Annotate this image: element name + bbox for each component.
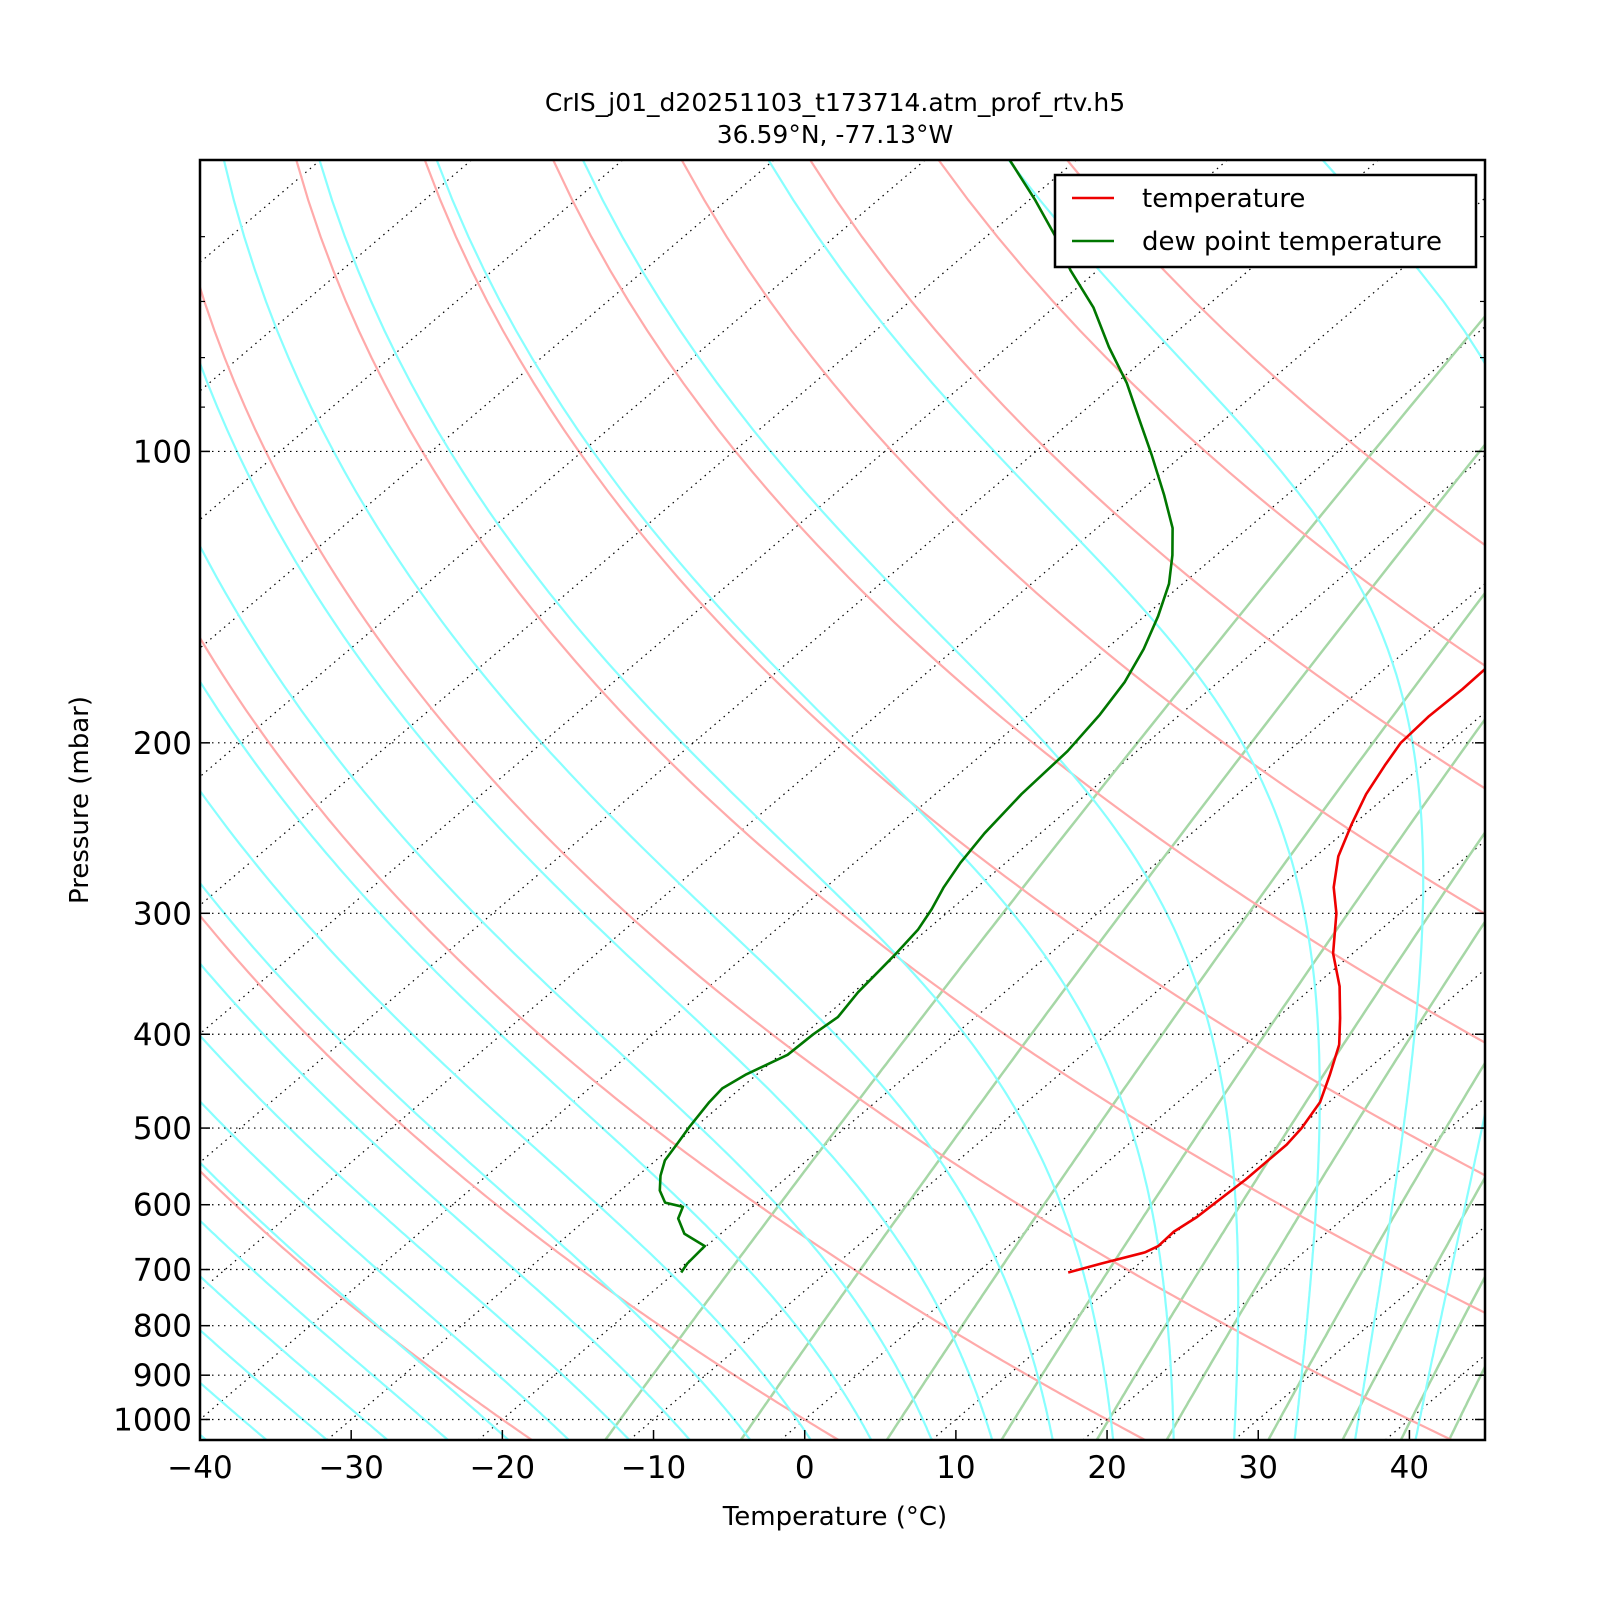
mixing-ratio-line	[1165, 919, 1485, 1440]
moist-adiabat	[200, 881, 752, 1440]
x-tick-label: −20	[470, 1450, 535, 1486]
x-tick-label: 40	[1390, 1450, 1429, 1486]
moist-adiabat	[200, 543, 933, 1440]
x-axis-label: Temperature (°C)	[722, 1502, 948, 1532]
y-axis-label: Pressure (mbar)	[65, 695, 95, 905]
y-tick-label: 600	[133, 1188, 192, 1224]
moist-adiabat	[200, 360, 994, 1440]
mixing-ratio-line	[604, 314, 1485, 1440]
x-tick-label: 10	[936, 1450, 975, 1486]
y-tick-label: 500	[133, 1111, 192, 1147]
mixing-ratio-line	[739, 442, 1485, 1440]
x-tick-label: −10	[621, 1450, 686, 1486]
mixing-ratio-line	[1095, 830, 1485, 1440]
chart-subtitle: 36.59°N, -77.13°W	[716, 120, 954, 149]
moist-adiabat	[200, 1099, 570, 1440]
plot-background	[200, 160, 1485, 1440]
y-tick-label: 100	[133, 434, 192, 470]
y-tick-label: 200	[133, 726, 192, 762]
y-tick-label: 900	[133, 1358, 192, 1394]
isobar-gridlines	[200, 450, 1485, 1421]
dry-adiabat	[423, 160, 1485, 1177]
legend: temperature dew point temperature	[1053, 173, 1478, 269]
y-tick-label: 300	[133, 896, 192, 932]
moist-adiabat	[581, 160, 1240, 1440]
moist-adiabat	[200, 961, 691, 1440]
moist-adiabat	[200, 1219, 449, 1440]
moist-adiabat	[1007, 160, 1425, 1440]
y-tick-label: 1000	[113, 1402, 192, 1438]
legend-box	[1053, 173, 1478, 269]
mixing-ratio-line	[885, 591, 1485, 1440]
plot-frame	[198, 158, 1487, 1442]
dewpoint-line	[658, 160, 1174, 1274]
moist-adiabat	[200, 679, 873, 1440]
dry-adiabat	[295, 160, 1485, 1315]
x-tick-label: 0	[795, 1450, 815, 1486]
temperature-line	[1067, 667, 1485, 1274]
mixing-ratio-line	[1341, 1175, 1485, 1440]
x-tick-label: −30	[318, 1450, 383, 1486]
y-tick-label: 400	[133, 1017, 192, 1053]
dry-adiabat	[680, 160, 1485, 916]
dry-adiabat	[200, 635, 1146, 1440]
chart-title: CrIS_j01_d20251103_t173714.atm_prof_rtv.…	[544, 88, 1126, 117]
x-tick-label: −40	[167, 1450, 232, 1486]
moist-adiabat	[200, 789, 812, 1440]
moist-adiabat	[767, 160, 1321, 1440]
moist-adiabat	[318, 160, 1115, 1440]
legend-label-temperature: temperature	[1142, 184, 1305, 214]
dry-adiabat	[809, 160, 1485, 790]
mixing-ratio-line	[1585, 160, 1600, 1440]
moist-adiabat	[222, 160, 1054, 1440]
moist-adiabat	[1321, 160, 1485, 1440]
moist-adiabat	[435, 160, 1175, 1440]
isotherm	[1536, 160, 1600, 1440]
x-tick-label: 20	[1087, 1450, 1126, 1486]
moist-adiabat	[200, 1274, 389, 1440]
mixing-ratio-line	[1399, 1274, 1485, 1440]
dry-adiabat	[200, 1169, 533, 1440]
y-tick-label: 800	[133, 1309, 192, 1345]
moist-adiabat	[200, 1034, 631, 1440]
isotherm	[0, 160, 18, 1440]
moist-adiabat	[200, 1328, 328, 1440]
mixing-ratio-line	[1526, 160, 1600, 1440]
dry-adiabat	[200, 914, 840, 1440]
moist-adiabat	[200, 1161, 510, 1440]
axis-ticks: −40 −30 −20 −10 0 10 20 30 40 100 200 300 400 500 600 7…	[113, 159, 1485, 1486]
dry-adiabat	[200, 283, 1453, 1440]
series-layer	[658, 160, 1485, 1274]
legend-label-dewpoint: dew point temperature	[1142, 227, 1442, 257]
y-tick-label: 700	[133, 1253, 192, 1289]
x-tick-label: 30	[1239, 1450, 1278, 1486]
background-lines	[0, 160, 1600, 1440]
mixing-ratio-line	[1000, 717, 1485, 1440]
